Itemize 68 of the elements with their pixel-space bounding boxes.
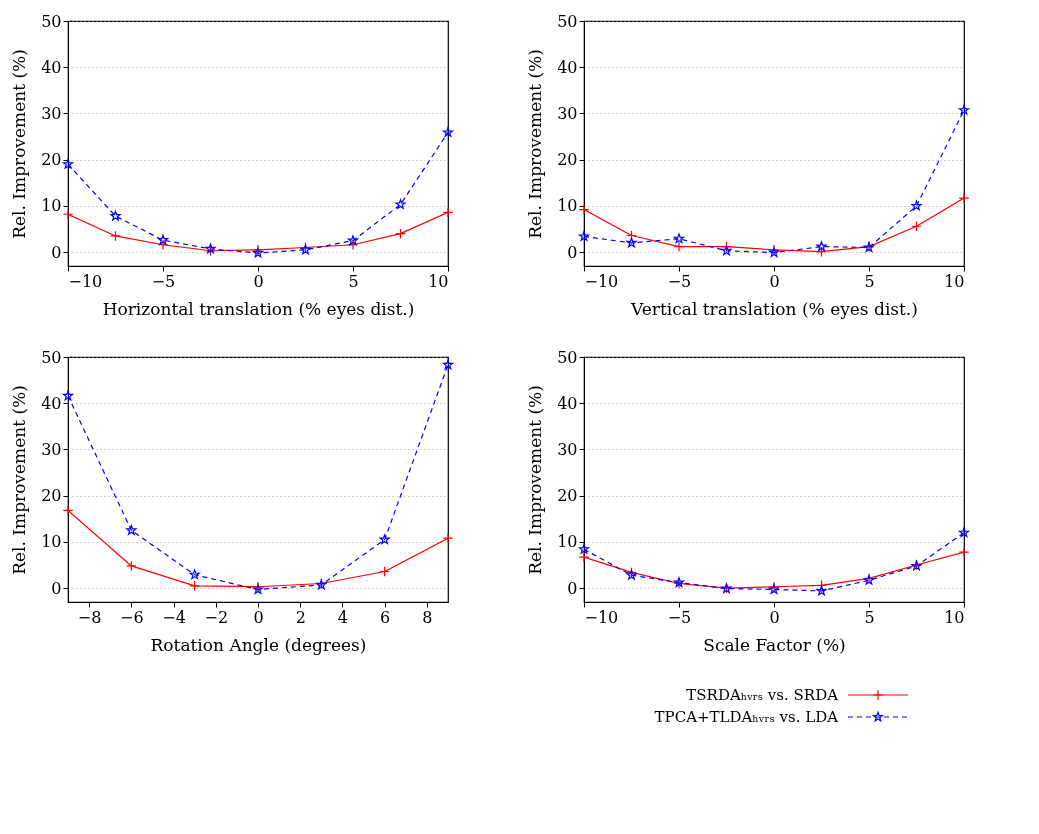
y-tick-label: 20: [41, 150, 62, 170]
y-tick-label: 10: [41, 196, 62, 216]
x-axis-title: Vertical translation (% eyes dist.): [630, 298, 918, 319]
point: [62, 390, 74, 401]
y-tick-label: 40: [557, 57, 578, 77]
y-tick-label: 50: [557, 347, 578, 367]
point: [442, 359, 454, 370]
point: [126, 525, 137, 535]
y-tick-label: 20: [557, 486, 578, 506]
y-axis-title: Rel. Improvement (%): [525, 385, 546, 575]
x-tick-label: 10: [944, 607, 965, 627]
y-tick-label: 20: [557, 150, 578, 170]
legend-label: TSRDAₕᵥᵣₛ vs. SRDA: [686, 686, 839, 704]
x-tick-label: 8: [422, 607, 433, 627]
point: [62, 505, 74, 516]
x-tick-label: −4: [162, 607, 186, 627]
x-tick-label: −8: [77, 607, 102, 627]
x-tick-label: −2: [204, 607, 229, 627]
y-tick-label: 10: [557, 532, 578, 552]
x-axis-title: Rotation Angle (degrees): [150, 634, 367, 655]
y-tick-label: 50: [41, 11, 62, 31]
x-tick-label: 5: [864, 607, 875, 627]
point: [125, 560, 137, 572]
point: [379, 534, 390, 545]
x-tick-label: −10: [584, 271, 619, 291]
y-tick-label: 30: [41, 439, 62, 459]
x-tick-label: 0: [253, 271, 264, 291]
x-tick-label: 5: [348, 271, 359, 291]
x-tick-label: −5: [667, 271, 692, 291]
x-tick-label: −6: [120, 607, 144, 627]
y-tick-label: 20: [41, 486, 62, 506]
x-tick-label: −10: [584, 607, 619, 627]
point: [442, 532, 454, 544]
y-tick-label: 0: [51, 578, 62, 598]
x-tick-label: 2: [295, 607, 306, 627]
x-tick-label: −10: [68, 271, 103, 291]
x-tick-label: −5: [151, 271, 176, 291]
x-axis-title: Horizontal translation (% eyes dist.): [102, 298, 415, 319]
x-tick-label: 10: [428, 271, 449, 291]
x-axis-title: Scale Factor (%): [703, 634, 846, 655]
y-axis-title: Rel. Improvement (%): [9, 49, 30, 239]
legend-label: TPCA+TLDAₕᵥᵣₛ vs. LDA: [654, 708, 839, 726]
point: [189, 580, 201, 592]
point: [189, 569, 200, 580]
y-tick-label: 10: [41, 532, 62, 552]
y-tick-label: 10: [557, 196, 578, 216]
y-tick-label: 30: [557, 103, 578, 123]
y-axis-title: Rel. Improvement (%): [9, 385, 30, 575]
x-tick-label: 0: [253, 607, 264, 627]
y-tick-label: 30: [557, 439, 578, 459]
x-tick-label: 4: [337, 607, 349, 627]
y-tick-label: 40: [41, 57, 62, 77]
point: [379, 566, 391, 577]
y-tick-label: 30: [41, 103, 62, 123]
y-tick-label: 50: [557, 11, 578, 31]
y-tick-label: 0: [567, 578, 578, 598]
x-tick-label: 5: [864, 271, 875, 291]
x-tick-label: 0: [769, 607, 780, 627]
x-tick-label: 6: [380, 607, 391, 627]
x-tick-label: −5: [667, 607, 692, 627]
x-tick-label: 0: [769, 271, 780, 291]
y-tick-label: 0: [51, 242, 62, 262]
y-tick-label: 50: [41, 347, 62, 367]
y-tick-label: 0: [567, 242, 578, 262]
y-tick-label: 40: [41, 393, 62, 413]
y-axis-title: Rel. Improvement (%): [525, 49, 546, 239]
y-tick-label: 40: [557, 393, 578, 413]
x-tick-label: 10: [944, 271, 965, 291]
